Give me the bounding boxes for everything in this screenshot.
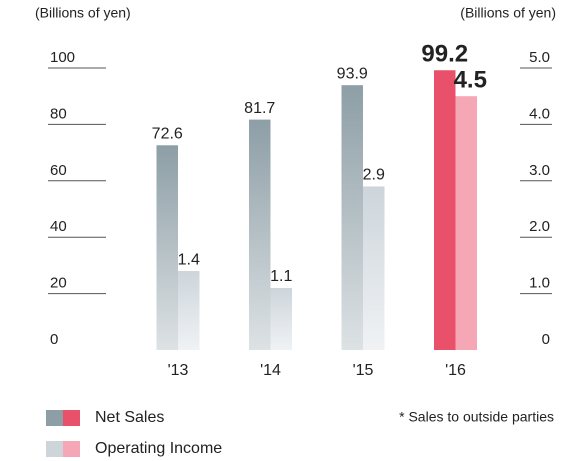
bar bbox=[434, 70, 456, 351]
y2-tick-label: 5.0 bbox=[529, 49, 550, 66]
y2-axis-label: (Billions of yen) bbox=[460, 5, 556, 21]
bar bbox=[270, 287, 292, 350]
y2-tick-label: 4.0 bbox=[529, 105, 550, 122]
y-tick-label: 100 bbox=[50, 49, 75, 66]
y-tick-label: 0 bbox=[50, 331, 58, 348]
y-tick-label: 60 bbox=[50, 162, 67, 179]
data-label: 72.6 bbox=[152, 125, 183, 142]
bar bbox=[363, 186, 385, 350]
y2-tick-label: 3.0 bbox=[529, 162, 550, 179]
legend-label: Net Sales bbox=[95, 409, 164, 426]
x-tick-label: '13 bbox=[168, 362, 189, 379]
legend-label: Operating Income bbox=[95, 440, 222, 457]
legend-swatch bbox=[63, 410, 80, 426]
x-tick-label: '15 bbox=[353, 362, 374, 379]
x-tick-label: '14 bbox=[260, 362, 281, 379]
data-label: 4.5 bbox=[454, 67, 487, 94]
legend-swatch bbox=[46, 410, 63, 426]
data-label: 99.2 bbox=[421, 41, 468, 68]
bar bbox=[455, 96, 477, 350]
bar bbox=[178, 271, 200, 350]
x-tick-label: '16 bbox=[445, 362, 466, 379]
bar bbox=[341, 85, 363, 351]
data-label: 2.9 bbox=[363, 167, 385, 184]
data-label: 1.1 bbox=[270, 268, 292, 285]
legend-swatch bbox=[63, 441, 80, 457]
data-label: 1.4 bbox=[178, 251, 200, 268]
y-tick-label: 80 bbox=[50, 105, 67, 122]
y2-tick-label: 2.0 bbox=[529, 218, 550, 235]
y-tick-label: 20 bbox=[50, 275, 67, 292]
data-label: 81.7 bbox=[244, 100, 275, 117]
y2-tick-label: 1.0 bbox=[529, 275, 550, 292]
note: * Sales to outside parties bbox=[399, 409, 554, 425]
bar bbox=[156, 145, 178, 350]
data-label: 93.9 bbox=[337, 65, 368, 82]
y-axis-label: (Billions of yen) bbox=[35, 5, 131, 21]
bar bbox=[249, 119, 271, 350]
y2-tick-label: 0 bbox=[542, 331, 550, 348]
y-tick-label: 40 bbox=[50, 218, 67, 235]
legend-swatch bbox=[46, 441, 63, 457]
